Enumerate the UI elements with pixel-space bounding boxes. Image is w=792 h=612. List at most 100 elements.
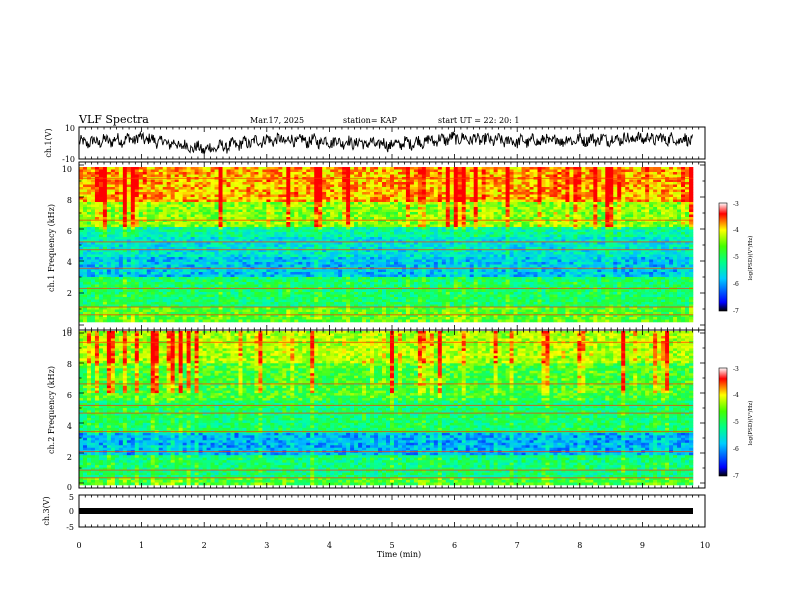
spectrogram-cell — [178, 217, 183, 220]
spectrogram-cell — [82, 169, 88, 173]
spectrogram-cell — [382, 184, 387, 188]
spectrogram-cell — [306, 174, 311, 178]
spectrogram-cell — [330, 262, 335, 265]
spectrogram-cell — [158, 209, 164, 213]
spectrogram-cell — [393, 272, 399, 275]
spectrogram-cell — [346, 309, 351, 313]
spectrogram-cell — [230, 279, 235, 283]
spectrogram-cell — [114, 277, 120, 280]
spectrogram-cell — [254, 299, 259, 303]
spectrogram-cell — [334, 194, 339, 198]
spectrogram-cell — [238, 277, 243, 280]
spectrogram-cell — [218, 247, 223, 250]
spectrogram-cell — [106, 294, 112, 298]
spectrogram-cell — [94, 237, 100, 240]
spectrogram-cell — [134, 297, 140, 300]
spectrogram-cell — [318, 199, 323, 203]
spectrogram-cell — [382, 227, 387, 230]
spectrogram-cell — [270, 277, 275, 280]
spectrogram-cell — [342, 204, 347, 208]
spectrogram-cell — [334, 167, 339, 170]
spectrogram-cell — [182, 209, 187, 213]
spectrogram-cell — [190, 282, 195, 285]
spectrogram-cell — [338, 317, 343, 320]
spectrogram-cell — [174, 264, 179, 268]
spectrogram-cell — [90, 194, 96, 198]
spectrogram-cell — [182, 249, 187, 253]
spectrogram-cell — [334, 239, 339, 243]
spectrogram-cell — [330, 234, 335, 238]
spectrogram-cell — [346, 222, 351, 225]
spectrogram-cell — [214, 227, 219, 230]
spectrogram-cell — [214, 252, 219, 255]
spectrogram-cell — [194, 184, 199, 188]
spectrogram-cell — [314, 249, 319, 253]
spectrogram-cell — [222, 289, 227, 293]
spectrogram-cell — [334, 207, 339, 210]
spectrogram-cell — [154, 212, 160, 215]
spectrogram-cell — [282, 269, 287, 273]
spectrogram-cell — [226, 242, 231, 245]
spectrogram-cell — [354, 199, 359, 203]
spectrogram-cell — [382, 237, 387, 240]
spectrogram-cell — [338, 197, 343, 200]
spectrogram-cell — [122, 214, 128, 218]
spectrogram-cell — [158, 264, 164, 268]
spectrogram-cell — [306, 224, 311, 228]
spectrogram-cell — [246, 304, 251, 308]
spectrogram-cell — [330, 317, 335, 320]
spectrogram-cell — [286, 219, 291, 223]
spectrogram-cell — [286, 284, 291, 288]
spectrogram-cell — [366, 217, 371, 220]
spectrogram-cell — [122, 279, 128, 283]
spectrogram-cell — [302, 279, 307, 283]
spectrogram-cell — [94, 219, 100, 223]
spectrogram-cell — [346, 274, 351, 278]
spectrogram-cell — [314, 279, 319, 283]
spectrogram-cell — [90, 189, 96, 193]
spectrogram-cell — [166, 207, 171, 210]
spectrogram-cell — [258, 307, 263, 310]
spectrogram-cell — [350, 234, 355, 238]
spectrogram-cell — [250, 234, 255, 238]
spectrogram-cell — [206, 224, 211, 228]
spectrogram-cell — [238, 234, 243, 238]
spectrogram-cell — [90, 217, 96, 220]
spectrogram-cell — [150, 297, 156, 300]
spectrogram-cell — [158, 279, 164, 283]
spectrogram-cell — [326, 234, 331, 238]
spectrogram-cell — [174, 227, 179, 230]
spectrogram-cell — [338, 212, 343, 215]
spectrogram-cell — [266, 172, 271, 175]
spectrogram-cell — [382, 312, 387, 315]
spectrogram-cell — [146, 229, 152, 233]
spectrogram-cell — [386, 174, 391, 178]
spectrogram-cell — [222, 172, 227, 175]
spectrogram-cell — [150, 182, 156, 185]
spectrogram-cell — [338, 242, 343, 245]
spectrogram-cell — [130, 189, 136, 193]
spectrogram-cell — [222, 264, 227, 268]
spectrogram-cell — [126, 217, 132, 220]
spectrogram-cell — [230, 217, 235, 220]
spectrogram-cell — [389, 259, 395, 263]
spectrogram-cell — [194, 182, 199, 185]
spectrogram-cell — [114, 262, 120, 265]
spectrogram-cell — [362, 302, 367, 305]
spectrogram-cell — [102, 292, 108, 295]
spectrogram-cell — [310, 247, 315, 250]
spectrogram-cell — [258, 314, 263, 318]
spectrogram-cell — [162, 304, 168, 308]
spectrogram-cell — [290, 314, 295, 318]
spectrogram-cell — [210, 229, 215, 233]
spectrogram-cell — [202, 212, 207, 215]
spectrogram-cell — [186, 224, 191, 228]
spectrogram-cell — [254, 172, 259, 175]
spectrogram-cell — [222, 187, 227, 190]
spectrogram-cell — [194, 277, 199, 280]
spectrogram-cell — [94, 204, 100, 208]
spectrogram-cell — [262, 297, 267, 300]
spectrogram-cell — [158, 312, 164, 315]
spectrogram-cell — [374, 294, 379, 298]
spectrogram-cell — [210, 309, 215, 313]
